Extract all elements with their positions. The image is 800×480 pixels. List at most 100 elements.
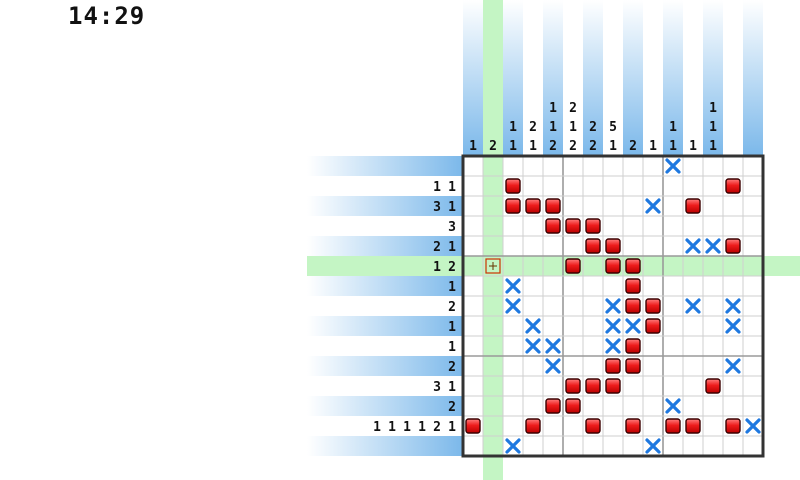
red-square-icon[interactable] (645, 318, 661, 334)
red-square-icon[interactable] (605, 378, 621, 394)
row-clue-band (307, 396, 463, 416)
row-clue: 2 (448, 400, 456, 415)
red-square-icon[interactable] (585, 378, 601, 394)
red-square-icon[interactable] (705, 378, 721, 394)
red-square-icon[interactable] (585, 418, 601, 434)
blue-x-icon[interactable] (685, 298, 701, 314)
red-square-icon[interactable] (665, 418, 681, 434)
crosshair-icon[interactable] (485, 258, 501, 274)
timer: 14:29 (68, 2, 146, 30)
x-stroke (685, 238, 701, 254)
x-stroke (505, 438, 521, 454)
red-square-icon[interactable] (605, 258, 621, 274)
blue-x-icon[interactable] (525, 318, 541, 334)
red-square-icon[interactable] (625, 338, 641, 354)
column-clue: 1 (549, 120, 557, 135)
blue-x-icon[interactable] (685, 238, 701, 254)
x-stroke (545, 338, 561, 354)
blue-x-icon[interactable] (605, 298, 621, 314)
red-square-icon[interactable] (565, 378, 581, 394)
x-stroke (725, 358, 741, 374)
column-clue: 1 (509, 120, 517, 135)
column-clue: 2 (569, 139, 577, 154)
row-clue-band (307, 276, 463, 296)
red-square-icon[interactable] (545, 198, 561, 214)
x-stroke (645, 198, 661, 214)
red-square-icon[interactable] (565, 258, 581, 274)
column-clue: 2 (589, 139, 597, 154)
blue-x-icon[interactable] (605, 318, 621, 334)
row-highlight (307, 256, 463, 276)
column-clue: 1 (669, 120, 677, 135)
row-clue: 1 (448, 240, 456, 255)
cursor-column-highlight (483, 156, 503, 456)
red-square-icon[interactable] (585, 218, 601, 234)
blue-x-icon[interactable] (545, 338, 561, 354)
x-stroke (625, 318, 641, 334)
red-square-icon[interactable] (545, 398, 561, 414)
red-square-icon[interactable] (625, 358, 641, 374)
blue-x-icon[interactable] (545, 358, 561, 374)
red-square-icon[interactable] (725, 418, 741, 434)
red-square-icon[interactable] (625, 278, 641, 294)
row-clue: 3 (448, 220, 456, 235)
red-square-icon[interactable] (545, 218, 561, 234)
blue-x-icon[interactable] (505, 298, 521, 314)
red-square-icon[interactable] (645, 298, 661, 314)
row-clue: 1 (418, 420, 426, 435)
column-clue: 2 (589, 120, 597, 135)
red-square-icon[interactable] (625, 418, 641, 434)
red-square-icon[interactable] (505, 198, 521, 214)
row-clue-band (307, 436, 463, 456)
blue-x-icon[interactable] (665, 158, 681, 174)
red-square-icon[interactable] (505, 178, 521, 194)
red-square-icon[interactable] (565, 218, 581, 234)
red-square-icon[interactable] (605, 358, 621, 374)
red-square-icon[interactable] (605, 238, 621, 254)
red-square-icon[interactable] (565, 398, 581, 414)
blue-x-icon[interactable] (505, 278, 521, 294)
red-square-icon[interactable] (725, 238, 741, 254)
column-clue: 2 (489, 139, 497, 154)
red-square-icon[interactable] (525, 198, 541, 214)
blue-x-icon[interactable] (665, 398, 681, 414)
blue-x-icon[interactable] (645, 438, 661, 454)
blue-x-icon[interactable] (645, 198, 661, 214)
column-clue-band (463, 0, 483, 156)
x-stroke (745, 418, 761, 434)
blue-x-icon[interactable] (725, 318, 741, 334)
row-clue: 2 (448, 260, 456, 275)
blue-x-icon[interactable] (705, 238, 721, 254)
cursor-column-highlight-extension (483, 456, 503, 480)
row-clue: 2 (448, 300, 456, 315)
blue-x-icon[interactable] (725, 298, 741, 314)
red-square-icon[interactable] (585, 238, 601, 254)
column-clue: 1 (709, 101, 717, 116)
x-stroke (665, 398, 681, 414)
column-clue: 1 (509, 139, 517, 154)
column-clue: 5 (609, 120, 617, 135)
x-stroke (505, 298, 521, 314)
red-square-icon[interactable] (685, 198, 701, 214)
blue-x-icon[interactable] (505, 438, 521, 454)
red-square-icon[interactable] (525, 418, 541, 434)
blue-x-icon[interactable] (745, 418, 761, 434)
x-stroke (605, 318, 621, 334)
row-clue: 1 (448, 340, 456, 355)
blue-x-icon[interactable] (625, 318, 641, 334)
column-highlight (483, 0, 503, 156)
column-clue: 2 (549, 139, 557, 154)
blue-x-icon[interactable] (725, 358, 741, 374)
blue-x-icon[interactable] (605, 338, 621, 354)
red-square-icon[interactable] (685, 418, 701, 434)
column-clue: 2 (569, 101, 577, 116)
blue-x-icon[interactable] (525, 338, 541, 354)
column-clue: 1 (549, 101, 557, 116)
red-square-icon[interactable] (465, 418, 481, 434)
red-square-icon[interactable] (725, 178, 741, 194)
red-square-icon[interactable] (625, 298, 641, 314)
column-clue: 2 (529, 120, 537, 135)
column-clue-band (623, 0, 643, 156)
red-square-icon[interactable] (625, 258, 641, 274)
